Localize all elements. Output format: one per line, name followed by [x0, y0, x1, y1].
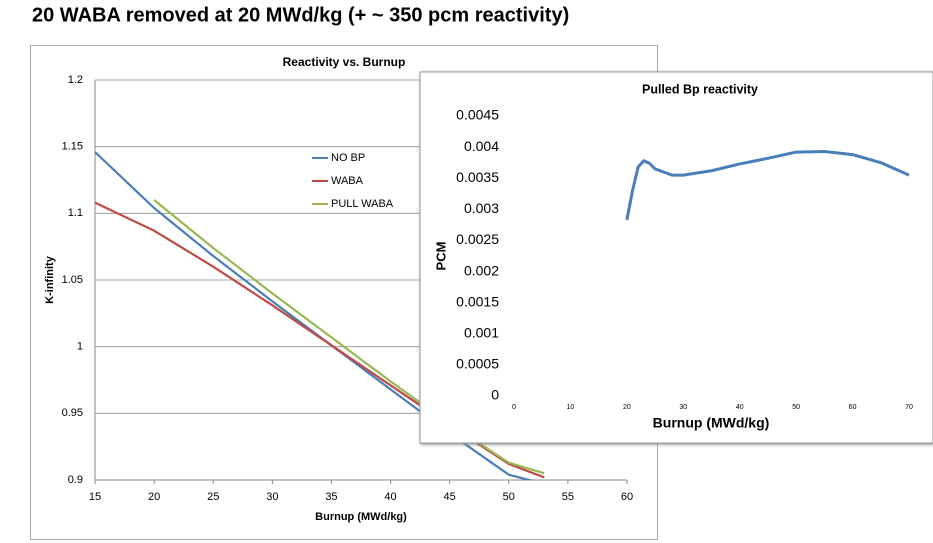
y-tick-label: 1.2: [68, 74, 83, 86]
x-tick-label: 40: [384, 491, 396, 503]
x-tick-label: 60: [849, 404, 857, 411]
y-tick-label: 0.002: [464, 262, 499, 278]
y-tick-label: 0.0015: [456, 293, 499, 309]
chart-frame: [419, 71, 933, 444]
y-tick-label: 1.1: [68, 207, 83, 219]
x-tick-label: 10: [567, 404, 575, 411]
x-tick-label: 45: [444, 491, 456, 503]
y-tick-label: 0.95: [62, 407, 83, 419]
y-tick-label: 0.0045: [456, 107, 499, 123]
x-tick-label: 60: [621, 491, 633, 503]
x-tick-label: 20: [148, 491, 160, 503]
chart-title: Pulled Bp reactivity: [642, 82, 758, 96]
legend-label: PULL WABA: [331, 198, 394, 210]
y-tick-label: 0.0025: [456, 231, 499, 247]
x-tick-label: 25: [207, 491, 219, 503]
y-tick-label: 0.0035: [456, 169, 499, 185]
legend-label: WABA: [331, 175, 364, 187]
x-tick-label: 70: [905, 404, 913, 411]
y-tick-label: 0.003: [464, 200, 499, 216]
x-tick-label: 40: [736, 404, 744, 411]
y-tick-label: 1.15: [62, 141, 83, 153]
y-tick-label: 0.9: [68, 474, 83, 486]
x-tick-label: 50: [503, 491, 515, 503]
slide-title: 20 WABA removed at 20 MWd/kg (+ ~ 350 pc…: [32, 4, 569, 26]
y-tick-label: 0.0005: [456, 356, 499, 372]
y-tick-label: 0.001: [464, 324, 499, 340]
legend-label: NO BP: [331, 152, 365, 164]
chart-title: Reactivity vs. Burnup: [283, 55, 406, 69]
x-axis-title: Burnup (MWd/kg): [653, 415, 770, 431]
series-line: [625, 149, 910, 221]
y-tick-label: 0: [491, 387, 499, 403]
series-line: [95, 201, 545, 479]
x-tick-label: 30: [679, 404, 687, 411]
y-axis-title: PCM: [433, 242, 448, 271]
series-line: [153, 199, 545, 475]
x-tick-label: 50: [792, 404, 800, 411]
y-tick-label: 0.004: [464, 138, 499, 154]
x-tick-label: 20: [623, 404, 631, 411]
y-axis-title: K-infinity: [44, 255, 56, 304]
chart-pulled-bp: 0 0.0005 0.001 0.0015 0.002 0.0025 0.003 0.0035…: [419, 71, 933, 444]
y-tick-label: 1.05: [62, 274, 83, 286]
x-tick-label: 30: [266, 491, 278, 503]
x-axis-title: Burnup (MWd/kg): [315, 511, 407, 523]
x-tick-label: 35: [325, 491, 337, 503]
y-tick-label: 1: [77, 341, 83, 353]
x-tick-label: 55: [562, 491, 574, 503]
x-tick-label: 0: [512, 404, 516, 411]
x-tick-label: 15: [89, 491, 101, 503]
